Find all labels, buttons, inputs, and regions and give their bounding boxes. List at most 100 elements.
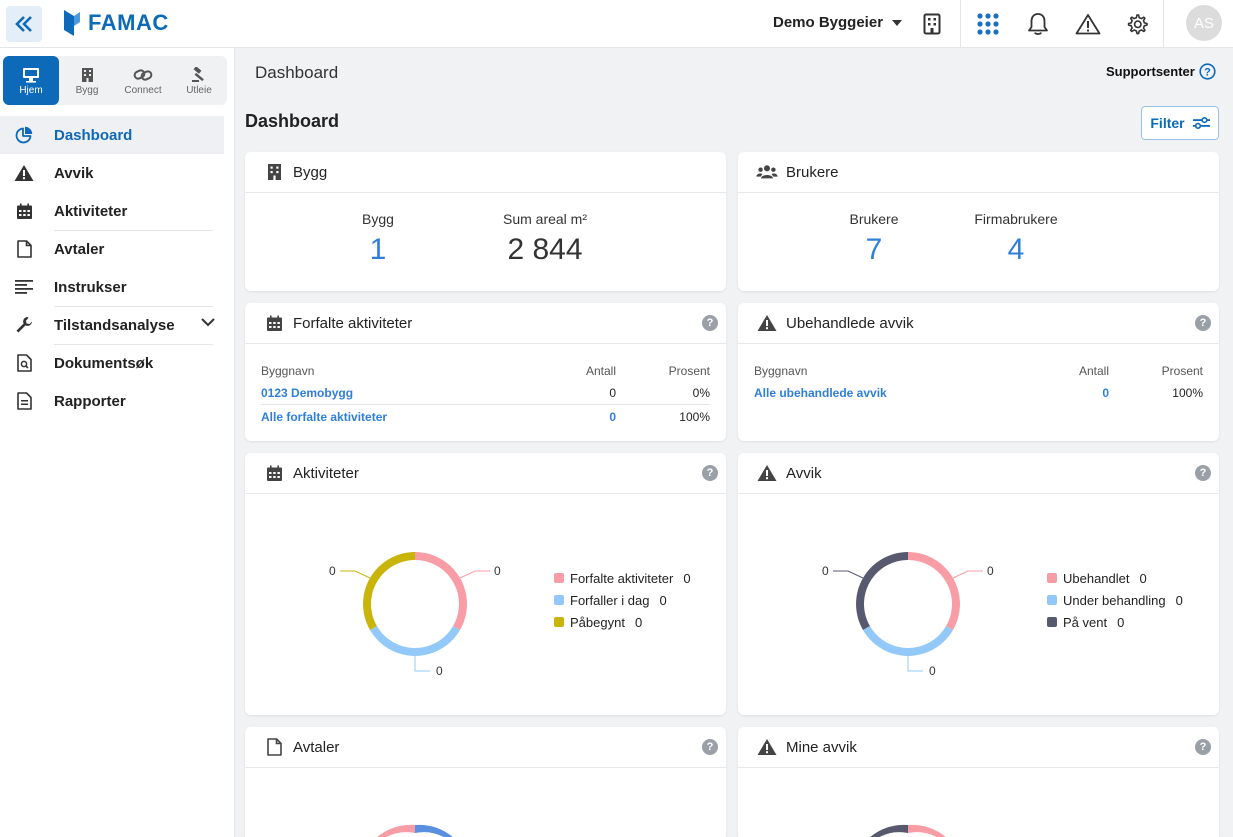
legend-item[interactable]: Ubehandlet 0: [1047, 567, 1183, 589]
card-header: Aktiviteter ?: [245, 453, 726, 494]
help-icon[interactable]: ?: [1195, 465, 1211, 481]
building-icon: [923, 13, 941, 35]
legend-item[interactable]: Forfalte aktiviteter 0: [554, 567, 691, 589]
user-avatar[interactable]: AS: [1186, 5, 1222, 41]
chevron-down-icon[interactable]: [201, 317, 215, 327]
donut-slice-pink[interactable]: [908, 824, 948, 837]
sidebar-item-label: Dashboard: [54, 126, 133, 144]
building-link[interactable]: 0123 Demobygg: [261, 385, 354, 400]
donut-slice-under-behandling[interactable]: [863, 626, 953, 656]
donut-slice-pabegynt[interactable]: [363, 552, 415, 630]
card-avtaler: Avtaler ?: [245, 727, 726, 837]
donut-slice-forfaller-i-dag[interactable]: [370, 626, 460, 656]
collapse-sidebar-button[interactable]: [6, 6, 42, 42]
donut-slice-pa-vent[interactable]: [856, 552, 908, 630]
famac-logo[interactable]: FAMAC: [62, 7, 169, 39]
my-deviations-donut-chart[interactable]: [858, 817, 958, 837]
module-tab-label: Connect: [124, 85, 162, 96]
count-link[interactable]: 0: [1102, 386, 1109, 400]
help-icon[interactable]: ?: [702, 315, 718, 331]
help-icon[interactable]: ?: [702, 739, 718, 755]
sidebar-item-dokumentsok[interactable]: Dokumentsøk: [0, 344, 224, 382]
module-tab-utleie[interactable]: Utleie: [171, 56, 227, 105]
deviations-donut-chart[interactable]: 0 0 0: [798, 533, 998, 683]
sidebar-item-label: Avvik: [54, 164, 94, 182]
sidebar-item-avtaler[interactable]: Avtaler: [0, 230, 224, 268]
sidebar-item-tilstandsanalyse[interactable]: Tilstandsanalyse: [0, 306, 224, 344]
activities-donut-chart[interactable]: 0 0 0: [305, 533, 505, 683]
all-overdue-link[interactable]: Alle forfalte aktiviteter: [261, 410, 388, 424]
page-title: Dashboard: [245, 111, 340, 131]
card-brukere: Brukere Brukere 7 Firmabrukere 4: [738, 152, 1219, 291]
column-header: Prosent: [668, 364, 710, 378]
legend-count: 0: [659, 592, 667, 608]
card-title: Avtaler: [293, 738, 340, 756]
agreements-donut-chart[interactable]: [365, 817, 465, 837]
stat-value: 2 844: [507, 233, 583, 266]
card-forfalte-aktiviteter: Forfalte aktiviteter ? Byggnavn Antall P…: [245, 303, 726, 441]
module-tabs: Hjem Bygg Connect Utleie: [3, 56, 227, 105]
donut-slice-forfalte[interactable]: [415, 552, 467, 630]
legend-item[interactable]: Under behandling 0: [1047, 589, 1183, 611]
stat-value[interactable]: 1: [369, 233, 387, 266]
help-icon[interactable]: ?: [702, 465, 718, 481]
percent-cell: 100%: [1172, 386, 1203, 400]
slice-value-label: 0: [436, 664, 443, 678]
module-tab-hjem[interactable]: Hjem: [3, 56, 59, 105]
building-button[interactable]: [916, 8, 948, 40]
sidebar-item-rapporter[interactable]: Rapporter: [0, 382, 224, 420]
card-aktiviteter: Aktiviteter ? 0 0 0 Forfalte aktiviteter…: [245, 453, 726, 715]
donut-slice-ubehandlet[interactable]: [908, 552, 960, 630]
deviations-button[interactable]: [1072, 8, 1104, 40]
stat-brukere: Brukere 7: [824, 211, 924, 267]
gear-icon: [1127, 14, 1148, 35]
card-mine-avvik: Mine avvik ?: [738, 727, 1219, 837]
column-header: Prosent: [1161, 364, 1203, 378]
sidebar-item-avvik[interactable]: Avvik: [0, 154, 224, 192]
sidebar-item-dashboard[interactable]: Dashboard: [0, 116, 224, 154]
sidebar-item-label: Tilstandsanalyse: [54, 316, 175, 334]
donut-slice-blue[interactable]: [415, 824, 455, 837]
divider: [1163, 0, 1164, 48]
stat-bygg: Bygg 1: [328, 211, 428, 267]
stat-label: Brukere: [849, 211, 899, 227]
all-unhandled-link[interactable]: Alle ubehandlede avvik: [754, 386, 887, 400]
legend-item[interactable]: På vent 0: [1047, 611, 1183, 633]
stat-value[interactable]: 4: [1007, 233, 1025, 266]
sidebar-item-instrukser[interactable]: Instrukser: [0, 268, 224, 306]
module-tab-connect[interactable]: Connect: [115, 56, 171, 105]
notifications-button[interactable]: [1022, 8, 1054, 40]
legend-item[interactable]: Forfaller i dag 0: [554, 589, 691, 611]
legend-item[interactable]: Påbegynt 0: [554, 611, 691, 633]
card-bygg: Bygg Bygg 1 Sum areal m² 2 844: [245, 152, 726, 291]
card-title: Aktiviteter: [293, 464, 359, 482]
help-icon[interactable]: ?: [1195, 315, 1211, 331]
module-tab-bygg[interactable]: Bygg: [59, 56, 115, 105]
organization-name: Demo Byggeier: [773, 14, 884, 31]
help-icon[interactable]: ?: [1195, 739, 1211, 755]
legend-count: 0: [1139, 570, 1147, 586]
filter-button[interactable]: Filter: [1141, 106, 1219, 140]
count-link[interactable]: 0: [609, 410, 616, 424]
warning-icon: [1075, 14, 1101, 35]
organization-select[interactable]: Demo Byggeier: [773, 14, 903, 31]
settings-button[interactable]: [1121, 8, 1153, 40]
module-tab-label: Bygg: [75, 85, 99, 96]
support-center-link[interactable]: Supportsenter ?: [1106, 63, 1216, 80]
calendar-icon: [266, 315, 282, 331]
apps-button[interactable]: [972, 8, 1004, 40]
slice-value-label: 0: [822, 564, 829, 578]
card-header: Avtaler ?: [245, 727, 726, 768]
donut-slice-pink[interactable]: [375, 824, 415, 837]
report-icon: [16, 392, 32, 410]
column-header: Byggnavn: [261, 364, 315, 378]
famac-logo-mark-icon: [64, 10, 80, 36]
legend-label: Ubehandlet: [1063, 570, 1130, 586]
gavel-icon: [192, 67, 204, 82]
sidebar-item-aktiviteter[interactable]: Aktiviteter: [0, 192, 224, 230]
stat-value[interactable]: 7: [865, 233, 883, 266]
label-leader-line: [833, 570, 864, 579]
donut-slice-dark[interactable]: [868, 824, 908, 837]
logo-text: FAMAC: [88, 10, 169, 35]
label-leader-line: [340, 570, 371, 579]
